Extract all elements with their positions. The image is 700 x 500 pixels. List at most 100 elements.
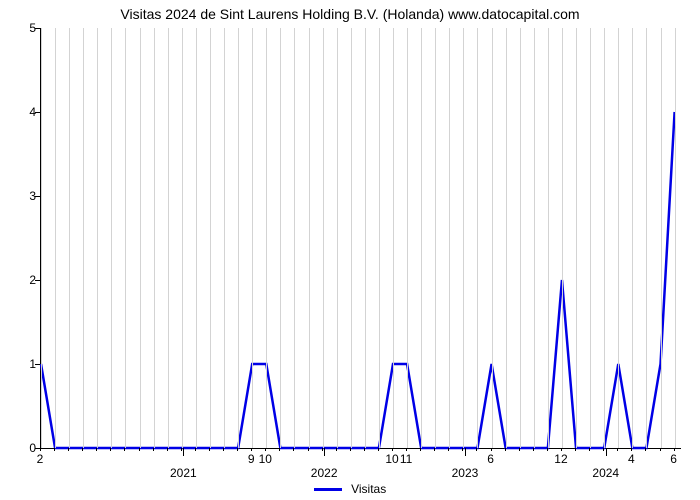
gridline <box>477 28 478 448</box>
x-minor-tick <box>674 448 675 451</box>
gridline <box>562 28 563 448</box>
x-minor-tick <box>519 448 520 451</box>
chart-title: Visitas 2024 de Sint Laurens Holding B.V… <box>0 6 700 22</box>
x-tick-label: 12 <box>554 452 567 466</box>
x-minor-tick <box>434 448 435 451</box>
x-minor-tick <box>533 448 534 451</box>
y-tick-mark <box>35 28 40 29</box>
gridline <box>576 28 577 448</box>
y-tick-mark <box>35 196 40 197</box>
x-tick-mark <box>324 448 325 456</box>
x-tick-label: 10 <box>385 452 398 466</box>
gridline <box>646 28 647 448</box>
line-series <box>41 28 681 448</box>
gridline <box>323 28 324 448</box>
legend-swatch <box>314 488 342 491</box>
x-minor-tick <box>392 448 393 451</box>
x-minor-tick <box>195 448 196 451</box>
gridline <box>55 28 56 448</box>
x-minor-tick <box>251 448 252 451</box>
gridline <box>168 28 169 448</box>
gridline <box>407 28 408 448</box>
x-minor-tick <box>167 448 168 451</box>
gridline <box>492 28 493 448</box>
gridline <box>140 28 141 448</box>
gridline <box>210 28 211 448</box>
x-minor-tick <box>491 448 492 451</box>
legend-label: Visitas <box>351 482 386 496</box>
gridline <box>632 28 633 448</box>
x-minor-tick <box>476 448 477 451</box>
x-minor-tick <box>462 448 463 451</box>
gridline <box>604 28 605 448</box>
x-tick-label: 6 <box>670 452 677 466</box>
gridline <box>351 28 352 448</box>
gridline <box>309 28 310 448</box>
gridline <box>463 28 464 448</box>
gridline <box>449 28 450 448</box>
y-tick-mark <box>35 364 40 365</box>
x-minor-tick <box>603 448 604 451</box>
x-year-label: 2022 <box>311 466 338 480</box>
gridline <box>421 28 422 448</box>
x-tick-label: 11 <box>400 452 412 466</box>
x-minor-tick <box>364 448 365 451</box>
x-tick-label: 6 <box>487 452 494 466</box>
x-minor-tick <box>153 448 154 451</box>
x-year-label: 2023 <box>452 466 479 480</box>
gridline <box>520 28 521 448</box>
plot-area <box>40 28 681 449</box>
x-minor-tick <box>181 448 182 451</box>
gridline <box>548 28 549 448</box>
gridline <box>661 28 662 448</box>
gridline <box>224 28 225 448</box>
visits-line <box>41 112 675 448</box>
gridline <box>182 28 183 448</box>
x-minor-tick <box>223 448 224 451</box>
x-minor-tick <box>110 448 111 451</box>
gridline <box>41 28 42 448</box>
gridline <box>393 28 394 448</box>
gridline <box>365 28 366 448</box>
gridline <box>252 28 253 448</box>
x-minor-tick <box>420 448 421 451</box>
x-minor-tick <box>336 448 337 451</box>
gridline <box>590 28 591 448</box>
gridline <box>196 28 197 448</box>
x-minor-tick <box>645 448 646 451</box>
x-minor-tick <box>322 448 323 451</box>
gridline <box>111 28 112 448</box>
x-minor-tick <box>406 448 407 451</box>
gridline <box>97 28 98 448</box>
x-minor-tick <box>124 448 125 451</box>
gridline <box>337 28 338 448</box>
x-minor-tick <box>448 448 449 451</box>
gridline <box>534 28 535 448</box>
gridline <box>280 28 281 448</box>
x-tick-mark <box>465 448 466 456</box>
gridline <box>125 28 126 448</box>
x-minor-tick <box>96 448 97 451</box>
gridline <box>379 28 380 448</box>
gridline <box>238 28 239 448</box>
x-minor-tick <box>631 448 632 451</box>
gridline <box>618 28 619 448</box>
x-minor-tick <box>237 448 238 451</box>
x-minor-tick <box>54 448 55 451</box>
x-tick-label: 10 <box>259 452 272 466</box>
x-tick-label: 4 <box>628 452 635 466</box>
x-minor-tick <box>293 448 294 451</box>
x-tick-label: 2 <box>37 452 44 466</box>
x-minor-tick <box>505 448 506 451</box>
legend: Visitas <box>0 482 700 496</box>
x-minor-tick <box>378 448 379 451</box>
chart-container: Visitas 2024 de Sint Laurens Holding B.V… <box>0 0 700 500</box>
x-minor-tick <box>589 448 590 451</box>
x-minor-tick <box>82 448 83 451</box>
x-minor-tick <box>660 448 661 451</box>
gridline <box>69 28 70 448</box>
y-tick-mark <box>35 112 40 113</box>
x-minor-tick <box>617 448 618 451</box>
gridline <box>294 28 295 448</box>
x-minor-tick <box>209 448 210 451</box>
